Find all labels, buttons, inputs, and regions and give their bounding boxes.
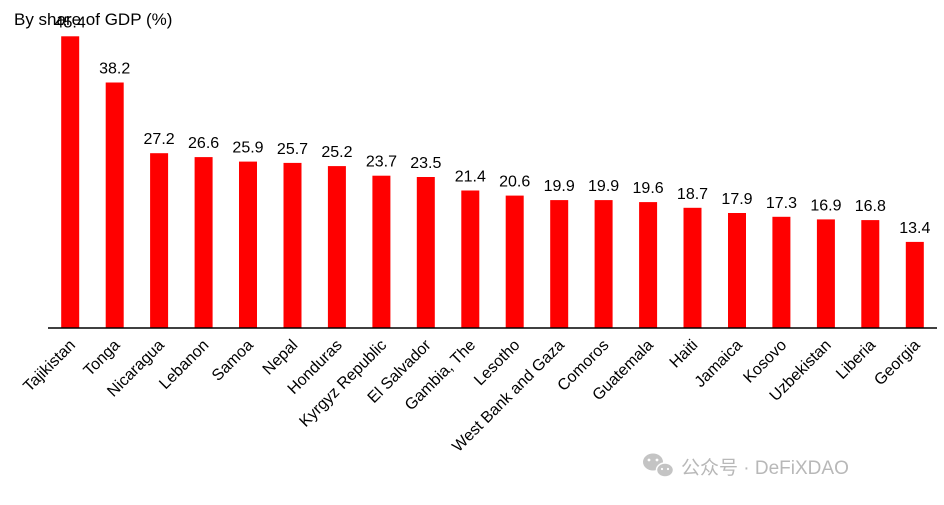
bar-10 xyxy=(505,195,524,328)
value-label-9: 21.4 xyxy=(455,169,486,186)
bar-8 xyxy=(416,177,435,328)
category-label-1: Tonga xyxy=(81,337,124,380)
value-label-18: 16.8 xyxy=(855,198,886,215)
wechat-icon xyxy=(643,453,675,478)
value-label-8: 23.5 xyxy=(410,155,441,172)
bar-17 xyxy=(816,219,835,328)
value-label-10: 20.6 xyxy=(499,174,530,191)
category-label-4: Samoa xyxy=(209,337,257,385)
value-label-4: 25.9 xyxy=(232,140,263,157)
bar-18 xyxy=(861,220,880,328)
category-label-3: Lebanon xyxy=(156,337,212,393)
category-label-14: Haiti xyxy=(667,337,702,372)
category-label-15: Jamaica xyxy=(692,337,746,391)
value-label-1: 38.2 xyxy=(99,61,130,78)
bar-7 xyxy=(372,175,391,328)
value-label-13: 19.6 xyxy=(633,180,664,197)
value-label-19: 13.4 xyxy=(899,220,930,237)
bar-1 xyxy=(105,82,124,328)
bar-0 xyxy=(61,36,80,329)
value-labels-group: 45.4 38.2 27.2 26.6 25.9 25.7 25.2 23.7 23.5 21.4… xyxy=(55,14,931,237)
bar-2 xyxy=(150,153,169,328)
value-label-7: 23.7 xyxy=(366,154,397,171)
bar-9 xyxy=(461,190,480,328)
bar-14 xyxy=(683,207,702,328)
category-label-5: Nepal xyxy=(260,337,302,379)
value-label-16: 17.3 xyxy=(766,195,797,212)
bar-19 xyxy=(905,241,924,328)
value-label-11: 19.9 xyxy=(544,178,575,195)
watermark: 公众号 · DeFiXDAO xyxy=(643,453,849,479)
bar-11 xyxy=(550,200,569,328)
value-label-3: 26.6 xyxy=(188,135,219,152)
value-label-6: 25.2 xyxy=(321,144,352,161)
value-label-2: 27.2 xyxy=(144,131,175,148)
value-label-14: 18.7 xyxy=(677,186,708,203)
bar-4 xyxy=(239,161,257,328)
bars-group xyxy=(61,36,924,329)
bar-6 xyxy=(327,166,346,328)
value-label-12: 19.9 xyxy=(588,178,619,195)
bar-5 xyxy=(283,162,302,328)
bar-12 xyxy=(594,200,613,328)
bar-13 xyxy=(639,202,658,328)
bar-16 xyxy=(772,216,791,328)
value-label-0: 45.4 xyxy=(55,14,86,31)
value-label-15: 17.9 xyxy=(721,191,752,208)
value-label-17: 16.9 xyxy=(810,197,841,214)
category-label-0: Tajikistan xyxy=(20,337,79,396)
chart-title: By share of GDP (%) xyxy=(14,10,172,29)
bar-15 xyxy=(728,213,746,328)
category-label-19: Georgia xyxy=(871,337,923,389)
value-label-5: 25.7 xyxy=(277,141,308,158)
watermark-text: 公众号 · DeFiXDAO xyxy=(681,457,849,479)
bar-3 xyxy=(194,157,213,328)
